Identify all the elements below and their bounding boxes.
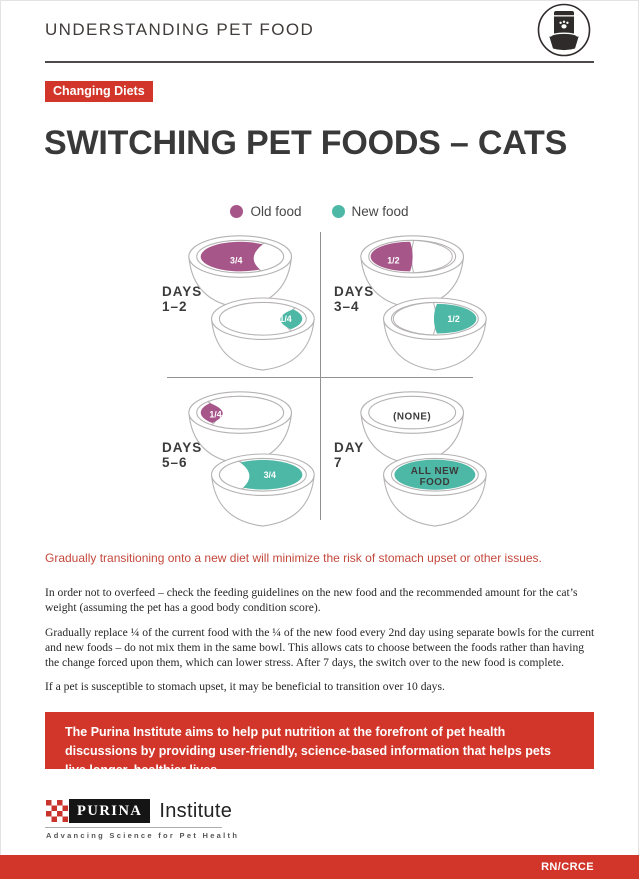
new-food-dot-icon	[331, 205, 345, 218]
day-label: DAY 7	[334, 440, 365, 470]
document-code: RN/CRCE	[541, 861, 594, 873]
brand-name: PURINA	[77, 802, 143, 819]
new-fraction-label: 3/4	[264, 470, 276, 480]
body-copy: In order not to overfeed – check the fee…	[45, 585, 596, 704]
quadrant-day-7: DAY 7 (NONE) ALL NEW FOOD	[322, 378, 494, 530]
new-fraction-label: 1/2	[447, 314, 459, 324]
legend-old-label: Old food	[250, 204, 302, 219]
quadrant-days-3-4: DAYS 3–4 1/2 1/2	[322, 222, 494, 374]
purina-institute-logo: PURINA Institute	[45, 799, 232, 823]
purina-institute-callout: The Purina Institute aims to help put nu…	[45, 712, 594, 777]
old-fraction-label: 1/2	[387, 255, 399, 265]
purina-checkerboard-icon	[45, 799, 69, 823]
footer-bar: RN/CRCE	[0, 855, 639, 879]
grid-divider-horizontal	[167, 377, 473, 378]
purina-wordmark: PURINA	[45, 799, 151, 823]
paragraph: If a pet is susceptible to stomach upset…	[45, 680, 445, 694]
quadrant-days-1-2: DAYS 1–2 3/4 1/4	[150, 222, 322, 374]
day-label: DAYS 1–2	[162, 284, 203, 314]
header-divider	[45, 61, 594, 63]
old-food-wedge	[200, 241, 263, 272]
legend-item-new-food: New food	[331, 204, 409, 219]
all-new-food-fill	[394, 459, 476, 490]
bowls-diagram: 1/2 1/2	[360, 235, 487, 371]
quadrant-days-5-6: DAYS 5–6 1/4 3/4	[150, 378, 322, 530]
pet-food-bag-bowl-icon	[537, 3, 591, 57]
highlight-sentence: Gradually transitioning onto a new diet …	[45, 551, 542, 565]
bowls-diagram: 3/4 1/4	[188, 235, 315, 371]
bowls-diagram: (NONE) ALL NEW FOOD	[360, 391, 487, 527]
grid-divider-vertical	[320, 232, 321, 520]
legend: Old food New food	[0, 204, 639, 219]
all-new-food-label-line2: FOOD	[420, 477, 450, 488]
all-new-food-label-line1: ALL NEW	[411, 466, 459, 477]
page-title: SWITCHING PET FOODS – CATS	[44, 124, 568, 162]
old-food-wedge	[200, 403, 223, 424]
page-kicker: UNDERSTANDING PET FOOD	[45, 20, 315, 39]
day-label: DAYS 3–4	[334, 284, 375, 314]
legend-new-label: New food	[351, 204, 409, 219]
none-label: (NONE)	[393, 411, 431, 422]
old-fraction-label: 3/4	[230, 255, 242, 265]
day-label: DAYS 5–6	[162, 440, 203, 470]
old-food-dot-icon	[230, 205, 244, 218]
old-fraction-label: 1/4	[209, 410, 221, 420]
paragraph: In order not to overfeed – check the fee…	[45, 586, 578, 615]
old-food-wedge	[370, 241, 413, 272]
bowls-diagram: 1/4 3/4	[188, 391, 315, 527]
topic-badge: Changing Diets	[45, 81, 153, 102]
new-food-wedge	[280, 309, 303, 330]
brand-tagline: Advancing Science for Pet Health	[46, 831, 240, 840]
legend-item-old-food: Old food	[230, 204, 302, 219]
logo-divider	[45, 827, 222, 828]
new-fraction-label: 1/4	[279, 314, 291, 324]
brand-suffix: Institute	[159, 799, 233, 822]
paragraph: Gradually replace ¼ of the current food …	[45, 625, 595, 670]
new-food-wedge	[433, 303, 477, 334]
new-food-wedge	[240, 459, 303, 490]
